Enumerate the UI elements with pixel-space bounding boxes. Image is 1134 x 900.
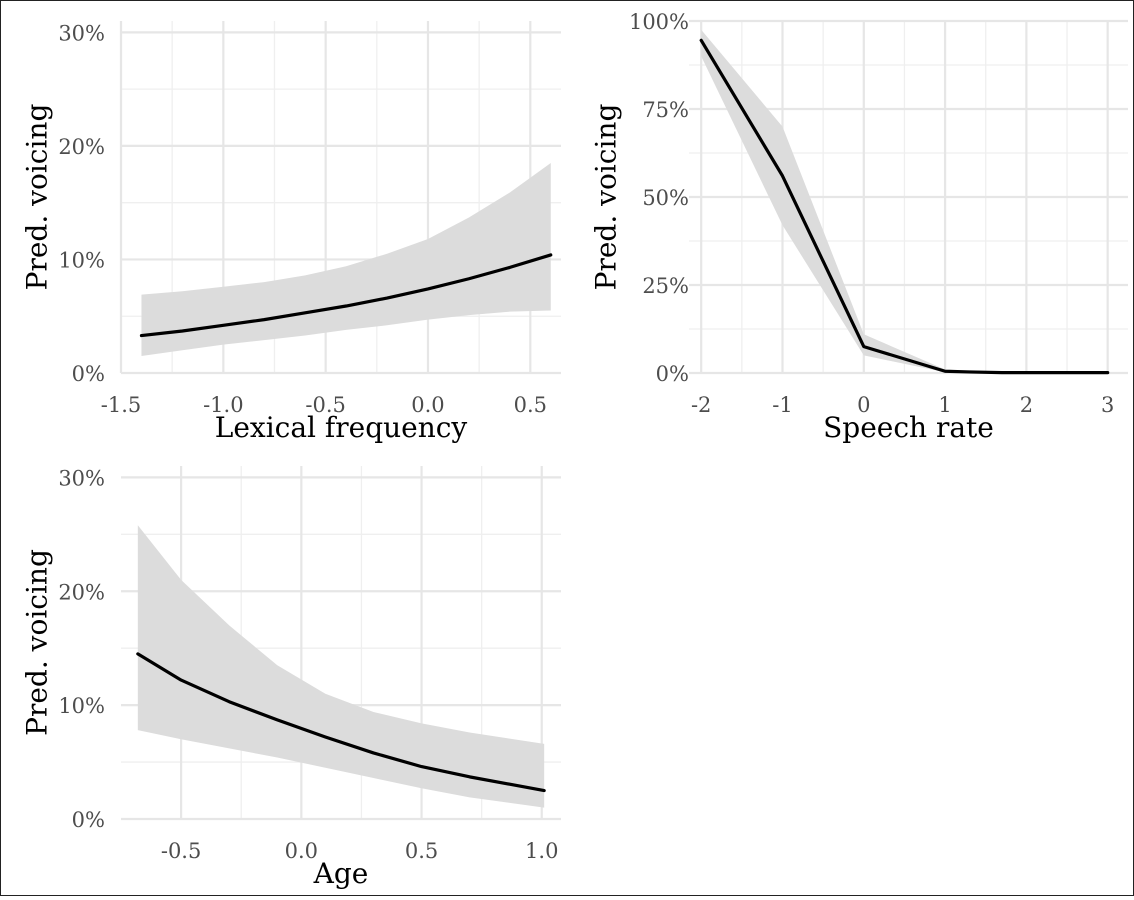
x-tick-label: -1.0 — [203, 393, 244, 417]
prediction-line — [139, 253, 553, 338]
chart-panel-1: -1.5 -1.0 -0.5 0.0 0.5 0% 10% 20% 30% Lexical fre… — [21, 21, 561, 444]
x-axis-title: Age — [313, 857, 369, 890]
y-tick-label: 20% — [58, 135, 105, 159]
y-tick-label: 0% — [72, 808, 105, 832]
confidence-ribbon — [701, 29, 1108, 374]
x-tick-label: 0.0 — [285, 839, 318, 863]
x-tick-label: -1 — [772, 393, 792, 417]
y-axis-title: Pred. voicing — [21, 104, 54, 291]
y-tick-label: 30% — [58, 21, 105, 45]
y-tick-label: 0% — [656, 362, 689, 386]
x-tick-label: 2 — [1020, 393, 1033, 417]
confidence-ribbon — [137, 525, 545, 808]
y-tick-label: 10% — [58, 694, 105, 718]
x-tick-label: -1.5 — [101, 393, 142, 417]
x-tick-label: 0 — [857, 393, 870, 417]
x-tick-label: 1.0 — [525, 839, 558, 863]
x-tick-label: -0.5 — [305, 393, 346, 417]
x-tick-label: 0.5 — [405, 839, 438, 863]
x-tick-label: -2 — [691, 393, 711, 417]
y-tick-label: 20% — [58, 580, 105, 604]
chart-panel-3: -0.5 0.0 0.5 1.0 0% 10% 20% 30% Age Pred. voicing — [21, 466, 561, 890]
y-tick-label: 75% — [642, 98, 689, 122]
prediction-line — [699, 38, 1110, 375]
y-tick-label: 100% — [629, 10, 689, 34]
x-tick-label: 0.5 — [514, 393, 547, 417]
y-axis-title: Pred. voicing — [21, 549, 54, 736]
y-tick-label: 25% — [642, 274, 689, 298]
y-axis-title: Pred. voicing — [590, 104, 623, 291]
chart-panel-2: -2 -1 0 1 2 3 0% 25% 50% 75% 100% Speech rate Pred. … — [590, 10, 1128, 444]
y-tick-label: 10% — [58, 248, 105, 272]
y-tick-label: 0% — [72, 362, 105, 386]
x-axis-title: Lexical frequency — [215, 411, 468, 444]
x-axis-title: Speech rate — [823, 411, 994, 444]
x-tick-label: 0.0 — [411, 393, 444, 417]
y-tick-label: 50% — [642, 186, 689, 210]
y-tick-label: 30% — [58, 466, 105, 490]
x-tick-label: -0.5 — [161, 839, 202, 863]
x-tick-label: 1 — [938, 393, 951, 417]
confidence-ribbon — [141, 162, 551, 356]
x-tick-label: 3 — [1101, 393, 1114, 417]
prediction-line — [136, 652, 546, 793]
